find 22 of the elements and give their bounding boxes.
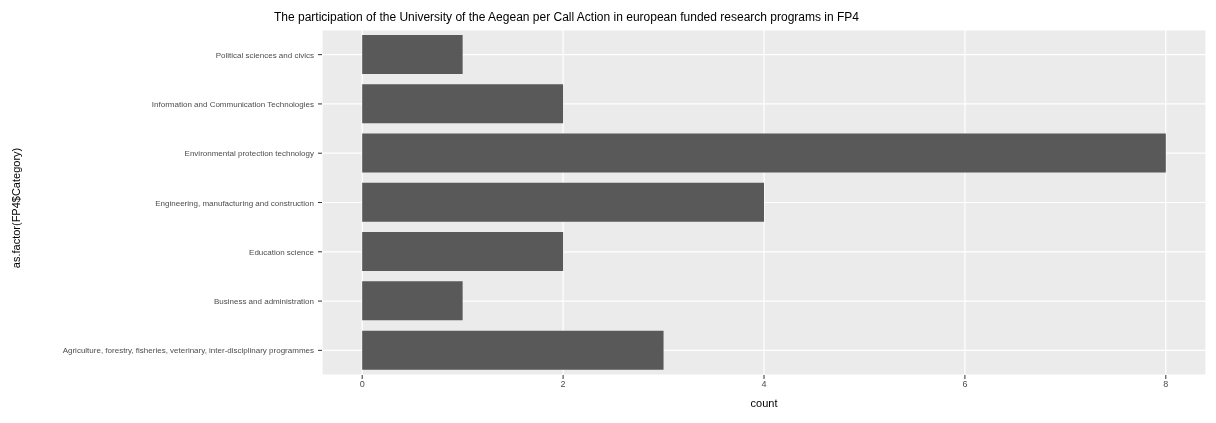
bar bbox=[362, 34, 463, 74]
x-tick-label: 8 bbox=[1163, 379, 1169, 390]
y-axis-title: as.factor(FP4$Category) bbox=[10, 147, 22, 269]
bar bbox=[362, 133, 1166, 173]
y-tick-label: Education science bbox=[249, 247, 315, 257]
y-tick-label: Engineering, manufacturing and construction bbox=[155, 198, 314, 208]
y-tick-label: Political sciences and civics bbox=[215, 50, 314, 60]
bar bbox=[362, 330, 664, 370]
x-axis-title: count bbox=[750, 397, 778, 409]
x-tick-label: 2 bbox=[560, 379, 566, 390]
bar bbox=[362, 84, 564, 124]
bar bbox=[362, 182, 764, 222]
x-tick-label: 6 bbox=[962, 379, 968, 390]
bar bbox=[362, 232, 564, 272]
y-tick-label: Information and Communication Technologies bbox=[151, 99, 314, 109]
x-tick-label: 4 bbox=[761, 379, 767, 390]
bar bbox=[362, 281, 463, 321]
y-tick-label: Agriculture, forestry, fisheries, veterinary, inter-disciplinary programmes bbox=[62, 346, 314, 356]
y-tick-label: Business and administration bbox=[213, 297, 314, 307]
chart-title: The participation of the University of the Aegean per Call Action in european funded research programs in FP4 bbox=[274, 10, 860, 24]
y-tick-label: Environmental protection technology bbox=[184, 149, 314, 159]
x-tick-label: 0 bbox=[359, 379, 365, 390]
